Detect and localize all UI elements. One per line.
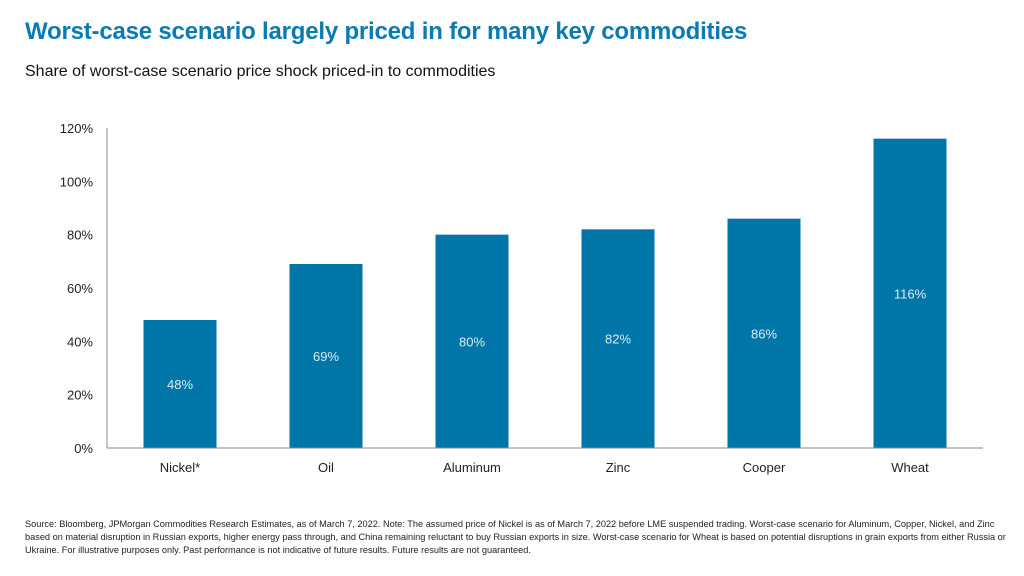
y-tick-label: 0% — [74, 441, 93, 456]
bar-zinc — [581, 229, 655, 448]
data-label: 86% — [751, 326, 777, 341]
data-label: 116% — [894, 286, 927, 301]
y-tick-label: 40% — [67, 334, 93, 349]
x-tick-label: Zinc — [606, 460, 631, 475]
source-footnote: Source: Bloomberg, JPMorgan Commodities … — [25, 519, 1006, 555]
bar-aluminum — [435, 234, 509, 448]
data-label: 82% — [605, 332, 631, 347]
data-label: 48% — [167, 377, 193, 392]
chart-subtitle: Share of worst-case scenario price shock… — [25, 63, 496, 80]
x-tick-label: Nickel* — [160, 460, 200, 475]
y-tick-label: 100% — [60, 174, 94, 189]
x-tick-label: Aluminum — [443, 460, 501, 475]
bar-wheat — [873, 138, 947, 448]
data-label: 80% — [459, 334, 485, 349]
x-tick-label: Wheat — [891, 460, 929, 475]
chart-title: Worst-case scenario largely priced in fo… — [25, 18, 748, 45]
y-tick-label: 20% — [67, 388, 93, 403]
y-tick-label: 80% — [67, 228, 93, 243]
y-tick-label: 120% — [60, 121, 94, 136]
bar-chart: 0% 20% 40% 60% 80% 100% 120% 48% Nickel* 69% Oil 80… — [60, 121, 983, 475]
y-tick-label: 60% — [67, 281, 93, 296]
x-tick-label: Cooper — [743, 460, 786, 475]
x-tick-label: Oil — [318, 460, 334, 475]
data-label: 69% — [313, 349, 339, 364]
bar-cooper — [727, 218, 801, 448]
bar-nickel — [143, 320, 217, 448]
bar-oil — [289, 264, 363, 448]
